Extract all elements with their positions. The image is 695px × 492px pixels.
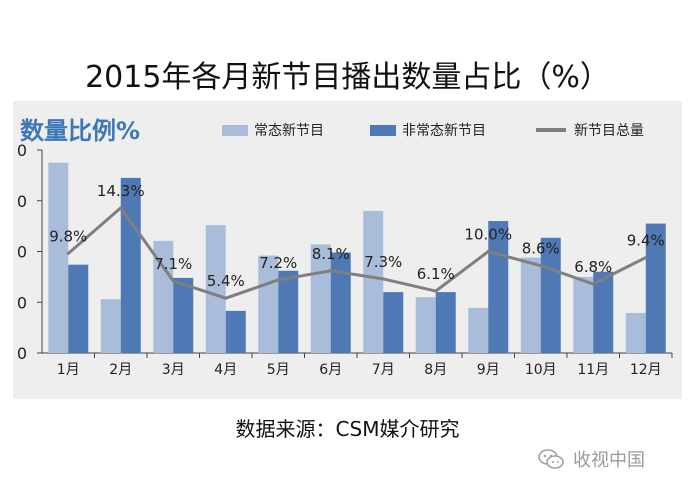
legend-swatch-series2 bbox=[370, 124, 396, 136]
legend-label-series1: 常态新节目 bbox=[254, 123, 324, 139]
legend-item-series3: 新节目总量 bbox=[536, 120, 644, 140]
bar-series1 bbox=[258, 255, 279, 353]
data-label-series3: 9.4% bbox=[627, 232, 665, 250]
line-point-series3 bbox=[276, 278, 280, 282]
x-tick-label: 1月 bbox=[57, 362, 80, 378]
data-label-series3: 6.1% bbox=[417, 265, 455, 283]
line-point-series3 bbox=[434, 289, 438, 293]
bar-series1 bbox=[573, 276, 594, 353]
y-tick-label: 0 bbox=[17, 344, 27, 363]
bar-series1 bbox=[205, 225, 226, 353]
legend-label-series3: 新节目总量 bbox=[574, 123, 644, 139]
bar-series2 bbox=[173, 277, 194, 353]
bar-series2 bbox=[593, 271, 614, 353]
wechat-icon bbox=[538, 449, 564, 469]
x-tick-label: 8月 bbox=[424, 362, 447, 378]
watermark-text: 收视中国 bbox=[573, 450, 645, 471]
x-tick-label: 3月 bbox=[162, 362, 185, 378]
y-tick-label: 0 bbox=[17, 141, 27, 160]
line-point-series3 bbox=[171, 279, 175, 283]
x-tick-label: 6月 bbox=[319, 362, 342, 378]
line-point-series3 bbox=[329, 269, 333, 273]
data-label-series3: 5.4% bbox=[207, 272, 245, 290]
line-point-series3 bbox=[66, 252, 70, 256]
line-point-series3 bbox=[381, 277, 385, 281]
x-tick-label: 11月 bbox=[577, 362, 609, 378]
x-tick-label: 9月 bbox=[477, 362, 500, 378]
data-label-series3: 9.8% bbox=[49, 228, 87, 246]
bar-series2 bbox=[435, 292, 456, 353]
x-tick-label: 12月 bbox=[630, 362, 662, 378]
bar-series2 bbox=[68, 264, 89, 353]
legend-label-series2: 非常态新节目 bbox=[402, 123, 486, 139]
bar-series1 bbox=[153, 240, 174, 353]
watermark: 收视中国 bbox=[537, 446, 645, 472]
data-label-series3: 10.0% bbox=[464, 226, 512, 244]
legend-swatch-series3 bbox=[536, 128, 566, 132]
legend-swatch-series1 bbox=[222, 124, 248, 136]
y-tick-label: 0 bbox=[17, 243, 27, 262]
chart-heading: 数量比例% bbox=[20, 117, 141, 145]
line-point-series3 bbox=[591, 282, 595, 286]
data-label-series3: 14.3% bbox=[97, 182, 145, 200]
data-label-series3: 6.8% bbox=[574, 258, 612, 276]
x-tick-label: 2月 bbox=[109, 362, 132, 378]
x-tick-label: 7月 bbox=[372, 362, 395, 378]
bar-series1 bbox=[520, 257, 541, 353]
source-note: 数据来源：CSM媒介研究 bbox=[235, 417, 460, 441]
data-label-series3: 8.1% bbox=[312, 245, 350, 263]
line-point-series3 bbox=[119, 206, 123, 210]
bar-series1 bbox=[363, 210, 384, 353]
bar-series2 bbox=[645, 223, 666, 353]
page-title: 2015年各月新节目播出数量占比（%） bbox=[85, 60, 610, 95]
legend-item-series1: 常态新节目 bbox=[222, 120, 324, 140]
data-label-series3: 7.2% bbox=[259, 254, 297, 272]
bar-series2 bbox=[120, 177, 141, 353]
bar-series1 bbox=[100, 299, 121, 353]
y-tick-label: 0 bbox=[17, 192, 27, 211]
data-label-series3: 8.6% bbox=[522, 240, 560, 258]
bar-series2 bbox=[330, 252, 351, 353]
legend-item-series2: 非常态新节目 bbox=[370, 120, 486, 140]
bar-series2 bbox=[278, 270, 299, 353]
bar-series1 bbox=[48, 162, 69, 353]
y-tick-label: 0 bbox=[17, 293, 27, 312]
x-tick-label: 10月 bbox=[525, 362, 557, 378]
line-point-series3 bbox=[486, 250, 490, 253]
bar-series1 bbox=[415, 297, 436, 353]
bar-series2 bbox=[225, 310, 246, 353]
data-label-series3: 7.1% bbox=[154, 255, 192, 273]
data-label-series3: 7.3% bbox=[364, 253, 402, 271]
line-point-series3 bbox=[224, 296, 228, 300]
bar-series2 bbox=[383, 292, 404, 353]
bar-series1 bbox=[625, 312, 646, 353]
line-point-series3 bbox=[644, 256, 648, 260]
x-tick-label: 5月 bbox=[267, 362, 290, 378]
line-point-series3 bbox=[539, 264, 543, 268]
line-series3 bbox=[67, 206, 647, 300]
bar-series1 bbox=[468, 307, 489, 353]
x-tick-label: 4月 bbox=[214, 362, 237, 378]
